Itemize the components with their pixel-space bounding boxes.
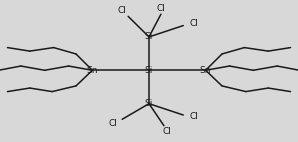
Text: Cl: Cl [189,112,198,121]
Text: Sn: Sn [200,66,211,75]
Text: Cl: Cl [189,19,198,28]
Text: Cl: Cl [118,6,127,15]
Text: Si: Si [145,99,153,108]
Text: Cl: Cl [109,119,118,128]
Text: Cl: Cl [156,4,165,13]
Text: Cl: Cl [162,127,171,136]
Text: Si: Si [145,66,153,75]
Text: Sn: Sn [87,66,98,75]
Text: Si: Si [145,32,153,41]
